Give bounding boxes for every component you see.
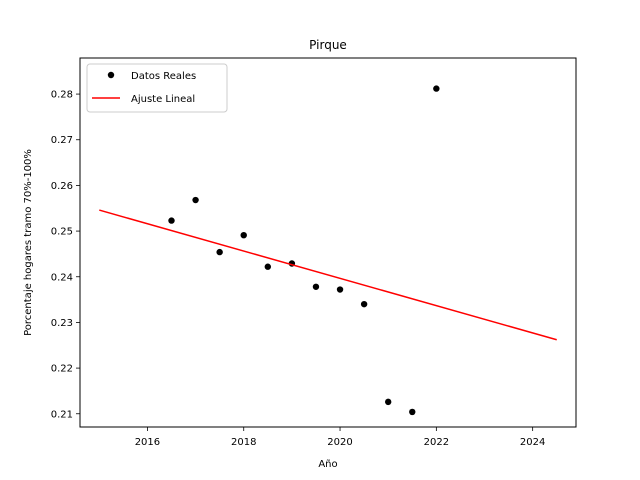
x-axis-label: Año [318, 459, 337, 470]
data-point [312, 283, 320, 290]
axes-frame [79, 57, 577, 428]
y-tick-label: 0.23 [51, 318, 73, 329]
data-point [192, 196, 199, 204]
data-point [264, 263, 272, 270]
y-tick-label: 0.22 [51, 364, 73, 375]
x-tick-label: 2024 [520, 437, 545, 448]
fit-line [99, 209, 557, 341]
y-tick-label: 0.21 [51, 409, 73, 420]
chart-title: Pirque [309, 38, 347, 52]
legend: Datos Reales Ajuste Lineal [86, 63, 228, 113]
x-tick-label: 2018 [231, 437, 256, 448]
x-tick-label: 2016 [135, 437, 160, 448]
data-point [384, 398, 392, 406]
y-tick-label: 0.24 [51, 272, 73, 283]
plot-area [99, 85, 557, 416]
y-tick-label: 0.27 [51, 135, 73, 146]
y-tick-label: 0.28 [51, 90, 73, 101]
legend-box [86, 63, 228, 113]
data-point [409, 408, 416, 416]
x-tick-label: 2020 [327, 437, 352, 448]
y-tick-label: 0.26 [51, 181, 73, 192]
data-point [168, 217, 175, 224]
legend-label-datos-reales: Datos Reales [131, 71, 196, 82]
data-point [433, 85, 440, 92]
data-point [240, 231, 247, 239]
x-tick-label: 2022 [424, 437, 449, 448]
y-axis-label: Porcentaje hogares tramo 70%-100% [23, 149, 34, 336]
data-point [216, 248, 223, 256]
data-point [360, 300, 368, 308]
legend-label-ajuste-lineal: Ajuste Lineal [131, 94, 195, 105]
y-axis: 0.21 0.22 0.23 0.24 0.25 0.26 0.27 0.28 [51, 90, 80, 420]
legend-marker-datos-reales [107, 71, 115, 79]
x-axis: 2016 2018 2020 2022 2024 [135, 427, 545, 448]
y-tick-label: 0.25 [51, 227, 73, 238]
data-point [336, 286, 344, 293]
